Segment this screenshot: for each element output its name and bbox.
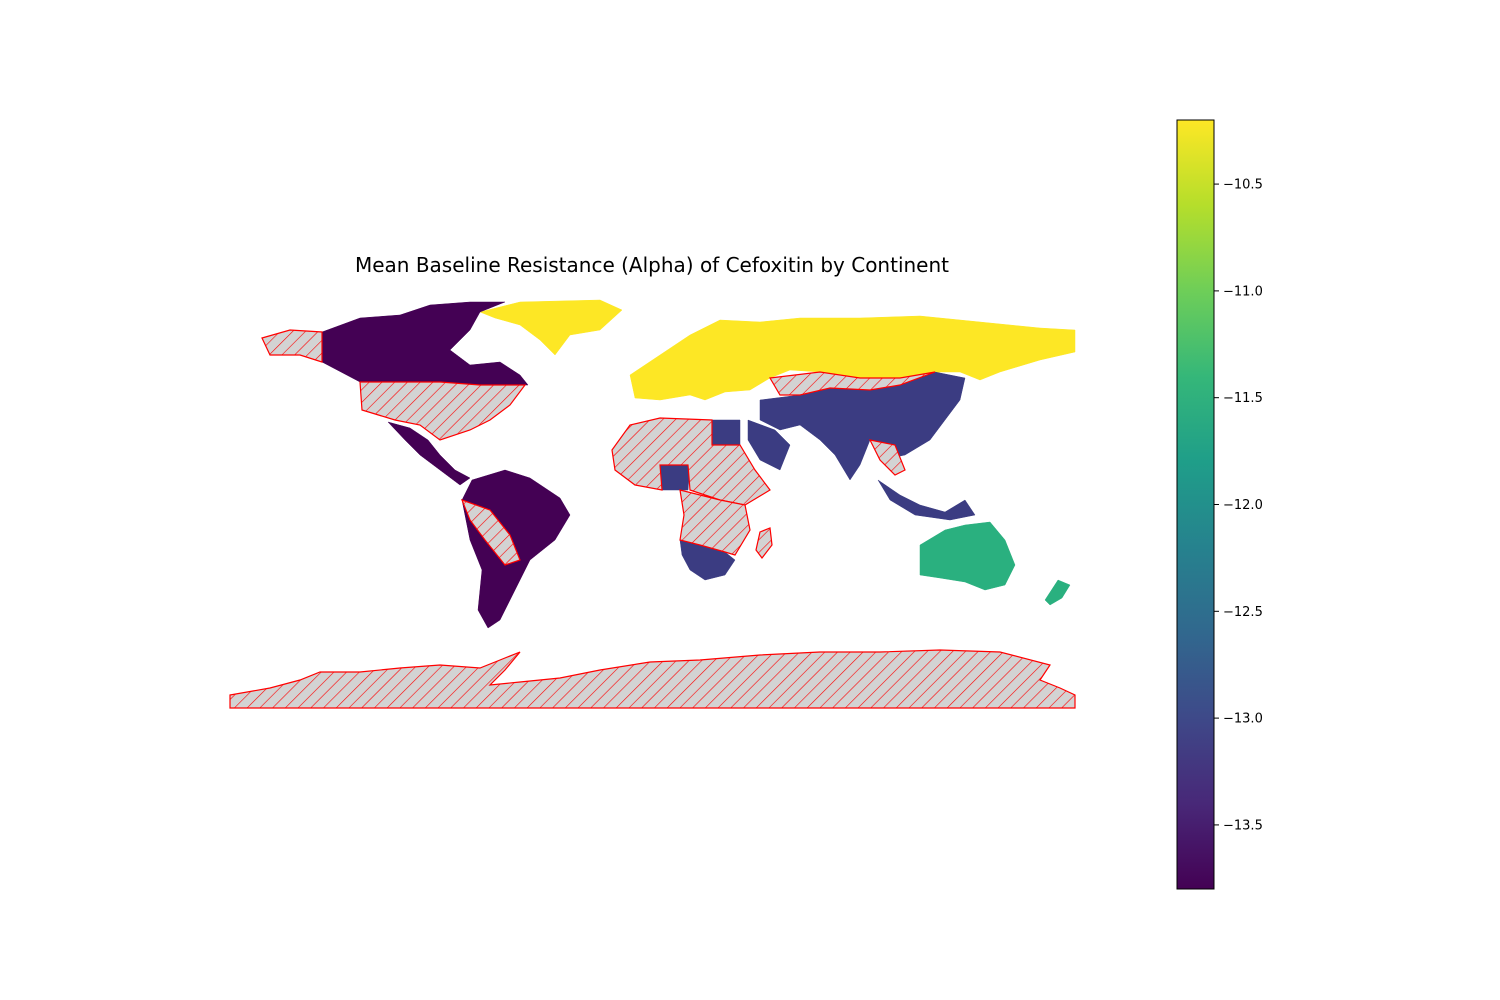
missing-alaska: [261, 329, 323, 363]
map: [229, 299, 1076, 709]
colorbar-ticks: −10.5 −11.0 −11.5 −12.0 −12.5 −13.0 −13.5: [1214, 178, 1263, 833]
chart-title: Mean Baseline Resistance (Alpha) of Cefo…: [355, 253, 949, 277]
missing-central-africa: [679, 489, 751, 556]
missing-madagascar: [755, 527, 773, 559]
region-arabia: [747, 419, 791, 471]
region-mexico: [387, 421, 471, 486]
region-africa-west: [659, 464, 691, 491]
missing-usa: [359, 381, 527, 441]
missing-indochina: [868, 439, 906, 476]
colorbar-tick-label: −10.5: [1223, 178, 1263, 193]
missing-central-asia: [769, 371, 936, 396]
missing-north-africa: [611, 417, 771, 506]
region-europe-russia: [629, 315, 1076, 401]
missing-andes: [460, 498, 521, 566]
region-egypt: [711, 419, 741, 446]
region-australia: [919, 521, 1016, 591]
colorbar: −10.5 −11.0 −11.5 −12.0 −12.5 −13.0 −13.5: [1176, 119, 1263, 890]
region-southeast-asia: [877, 479, 976, 521]
region-greenland: [479, 299, 623, 356]
colorbar-tick-label: −13.0: [1223, 712, 1263, 727]
colorbar-tick-label: −12.0: [1223, 498, 1263, 513]
colorbar-gradient: [1177, 120, 1214, 889]
colorbar-tick-label: −11.0: [1223, 284, 1263, 299]
colorbar-tick-label: −13.5: [1223, 818, 1263, 833]
missing-antarctica: [229, 649, 1076, 709]
colorbar-tick-label: −11.5: [1223, 391, 1263, 406]
colorbar-tick-label: −12.5: [1223, 605, 1263, 620]
region-new-zealand: [1044, 579, 1071, 606]
